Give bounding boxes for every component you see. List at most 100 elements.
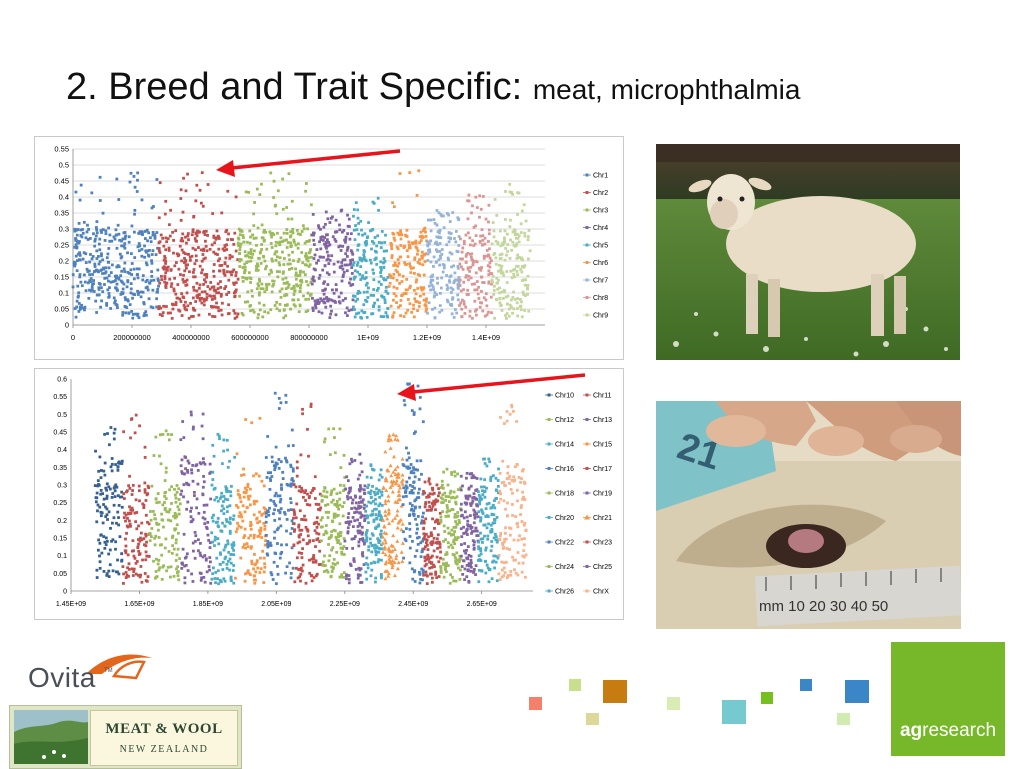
data-point <box>415 459 419 463</box>
data-point <box>503 218 507 221</box>
data-point <box>194 254 198 258</box>
data-point <box>314 574 318 578</box>
data-point <box>501 541 504 545</box>
data-point <box>459 486 463 490</box>
data-point <box>354 224 357 227</box>
data-point <box>208 546 212 550</box>
data-point <box>445 504 449 507</box>
data-point <box>344 311 347 315</box>
data-point <box>407 240 411 244</box>
data-point <box>173 493 177 497</box>
data-point <box>338 497 342 501</box>
data-point <box>341 275 345 279</box>
data-point <box>512 290 515 294</box>
data-point <box>451 297 454 301</box>
data-point <box>438 254 442 258</box>
data-point <box>249 534 253 537</box>
data-point <box>467 580 471 584</box>
data-point <box>114 540 118 544</box>
data-point <box>407 451 410 455</box>
data-point <box>392 264 396 267</box>
data-point <box>186 470 190 474</box>
data-point <box>253 201 256 204</box>
data-point <box>382 277 386 281</box>
data-point <box>310 233 314 237</box>
data-point <box>392 285 396 289</box>
data-point <box>516 314 520 318</box>
data-point <box>316 259 320 262</box>
peak-point <box>189 410 193 414</box>
data-point <box>445 561 448 565</box>
legend-marker <box>547 491 551 495</box>
data-point <box>80 284 84 288</box>
data-point <box>503 238 506 242</box>
data-point <box>160 278 164 282</box>
data-point <box>175 571 179 574</box>
data-point <box>163 494 167 498</box>
peak-point <box>406 382 410 386</box>
data-point <box>171 544 175 548</box>
data-point <box>300 569 304 573</box>
data-point <box>241 313 245 317</box>
data-point <box>365 290 369 294</box>
data-point <box>352 228 356 232</box>
data-point <box>329 574 333 578</box>
data-point <box>117 276 121 280</box>
data-point <box>316 298 320 302</box>
data-point <box>492 474 495 478</box>
data-point <box>278 270 281 274</box>
data-point <box>243 534 247 538</box>
data-point <box>243 527 247 531</box>
data-point <box>257 277 261 281</box>
data-point <box>413 475 417 479</box>
data-point <box>175 484 179 487</box>
data-point <box>239 525 243 529</box>
data-point <box>178 557 181 560</box>
data-point <box>243 271 246 275</box>
data-point <box>267 282 271 286</box>
data-point <box>281 207 285 211</box>
data-point <box>311 275 315 279</box>
data-point <box>352 560 356 563</box>
data-point <box>290 217 294 221</box>
data-point <box>289 508 293 512</box>
data-point <box>383 501 388 506</box>
data-point <box>402 556 405 560</box>
data-point <box>428 492 432 496</box>
data-point <box>483 478 487 482</box>
data-point <box>239 556 243 560</box>
data-point <box>276 564 279 568</box>
data-point <box>362 290 366 294</box>
data-point <box>389 304 393 308</box>
data-point <box>119 274 123 278</box>
data-point <box>485 563 489 567</box>
data-point <box>422 298 426 302</box>
data-point <box>335 288 338 292</box>
data-point <box>191 464 195 467</box>
data-point <box>415 278 419 282</box>
data-point <box>226 189 230 193</box>
data-point <box>201 493 205 497</box>
data-point <box>380 503 384 507</box>
data-point <box>330 500 334 504</box>
peak-point <box>186 172 189 176</box>
data-point <box>338 491 342 495</box>
data-point <box>454 556 457 560</box>
data-point <box>164 497 168 501</box>
data-point <box>115 282 119 286</box>
data-point <box>127 574 130 578</box>
data-point <box>74 315 78 319</box>
data-point <box>149 279 153 283</box>
data-point <box>416 536 419 540</box>
data-point <box>366 566 370 570</box>
data-point <box>487 220 490 224</box>
agresearch-wordmark-bold: ag <box>899 720 923 741</box>
data-point <box>455 311 459 315</box>
data-point <box>481 537 485 541</box>
data-point <box>339 542 342 546</box>
data-point <box>282 257 286 260</box>
data-point <box>375 244 379 248</box>
data-point <box>293 528 297 532</box>
sheep-photo <box>656 144 960 360</box>
data-point <box>472 225 476 229</box>
